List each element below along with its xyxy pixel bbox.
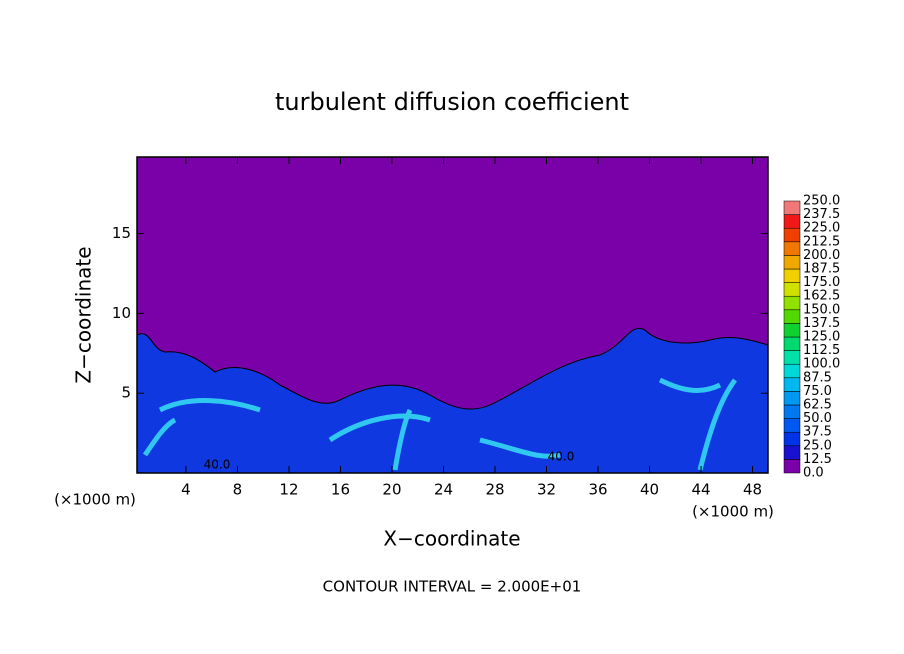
- contour-label: 40.0: [204, 458, 231, 472]
- x-tick-label: 12: [279, 481, 298, 499]
- colorbar-label: 0.0: [803, 466, 824, 481]
- x-tick-label: 36: [588, 481, 607, 499]
- colorbar-cell: [783, 445, 801, 460]
- colorbar-label: 62.5: [803, 398, 832, 413]
- colorbar-cell: [783, 391, 801, 406]
- x-unit-label: (×1000 m): [692, 503, 774, 521]
- x-axis-label: X−coordinate: [383, 527, 520, 551]
- colorbar-label: 212.5: [803, 234, 840, 249]
- plot-frame: [136, 156, 769, 474]
- colorbar-cell: [783, 241, 801, 256]
- colorbar-cell: [783, 431, 801, 447]
- x-unit-label: (×1000 m): [54, 491, 136, 509]
- colorbar-cell: [783, 295, 801, 311]
- colorbar-cell: [783, 309, 801, 324]
- colorbar-label: 75.0: [803, 384, 832, 399]
- colorbar-label: 37.5: [803, 425, 832, 440]
- colorbar-cell: [783, 377, 801, 392]
- colorbar-label: 87.5: [803, 370, 832, 385]
- x-tick-label: 28: [485, 481, 504, 499]
- y-tick-label: 15: [112, 224, 131, 242]
- colorbar-cell: [783, 350, 801, 365]
- x-tick-label: 24: [434, 481, 453, 499]
- x-tick-label: 20: [382, 481, 401, 499]
- colorbar-label: 50.0: [803, 411, 832, 426]
- colorbar-cell: [783, 323, 801, 338]
- x-tick-label: 44: [691, 481, 710, 499]
- x-tick-label: 16: [331, 481, 350, 499]
- field-streak: [142, 377, 738, 471]
- colorbar-cell: [783, 268, 801, 283]
- x-tick-label: 40: [640, 481, 659, 499]
- x-tick-label: 8: [233, 481, 243, 499]
- colorbar-cell: [783, 282, 801, 297]
- colorbar-label: 112.5: [803, 343, 840, 358]
- colorbar-cell: [783, 404, 801, 419]
- colorbar-label: 162.5: [803, 289, 840, 304]
- colorbar-cell: [783, 227, 801, 243]
- colorbar-label: 25.0: [803, 438, 832, 453]
- colorbar-cell: [783, 200, 801, 215]
- contour-label: 40.0: [548, 450, 575, 464]
- y-axis-label: Z−coordinate: [72, 246, 96, 383]
- x-tick-label: 32: [537, 481, 556, 499]
- colorbar-label: 150.0: [803, 302, 840, 317]
- y-tick-label: 5: [121, 384, 131, 402]
- colorbar-label: 100.0: [803, 357, 840, 372]
- colorbar-label: 187.5: [803, 262, 840, 277]
- colorbar-label: 175.0: [803, 275, 840, 290]
- x-tick-label: 4: [181, 481, 191, 499]
- footer: CONTOUR INTERVAL = 2.000E+01: [323, 578, 582, 596]
- colorbar-label: 137.5: [803, 316, 840, 331]
- y-tick-label: 10: [112, 304, 131, 322]
- colorbar-cell: [783, 418, 801, 433]
- colorbar-cell: [783, 363, 801, 379]
- colorbar-label: 225.0: [803, 221, 840, 236]
- colorbar-cell: [783, 214, 801, 229]
- colorbar-label: 200.0: [803, 248, 840, 263]
- colorbar-cell: [783, 336, 801, 351]
- colorbar-label: 237.5: [803, 207, 840, 222]
- field-region: [136, 327, 769, 474]
- colorbar-label: 125.0: [803, 330, 840, 345]
- x-tick-label: 48: [743, 481, 762, 499]
- chart-title: turbulent diffusion coefficient: [275, 88, 629, 116]
- colorbar-label: 12.5: [803, 452, 832, 467]
- colorbar-label: 250.0: [803, 194, 840, 209]
- colorbar-cell: [783, 255, 801, 270]
- colorbar-cell: [783, 459, 801, 474]
